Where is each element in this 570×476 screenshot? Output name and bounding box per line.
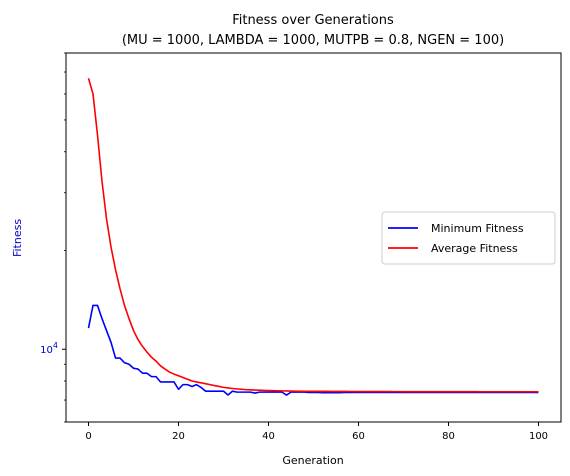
chart-subtitle: (MU = 1000, LAMBDA = 1000, MUTPB = 0.8, … [122,33,504,48]
axes-frame [65,52,562,423]
legend-entry-average: Average Fitness [431,242,518,255]
legend-entry-minimum: Minimum Fitness [431,222,524,235]
x-tick-label: 40 [262,431,275,442]
y-axis: 104 [40,52,66,423]
legend: Minimum Fitness Average Fitness [381,211,556,265]
x-axis-label: Generation [282,454,343,467]
series-line-average-fitness [87,78,539,393]
x-tick-label: 20 [172,431,185,442]
x-tick-label: 80 [442,431,455,442]
y-tick-label: 104 [40,341,58,356]
series-line-minimum-fitness [87,304,539,396]
y-axis-label: Fitness [11,219,24,257]
x-tick-label: 100 [529,431,548,442]
x-tick-label: 0 [85,431,91,442]
legend-box [381,211,556,265]
x-axis: 0 20 40 60 80 100 [85,422,548,442]
plot-area [87,78,539,396]
chart-title: Fitness over Generations [232,13,394,28]
x-tick-label: 60 [352,431,365,442]
